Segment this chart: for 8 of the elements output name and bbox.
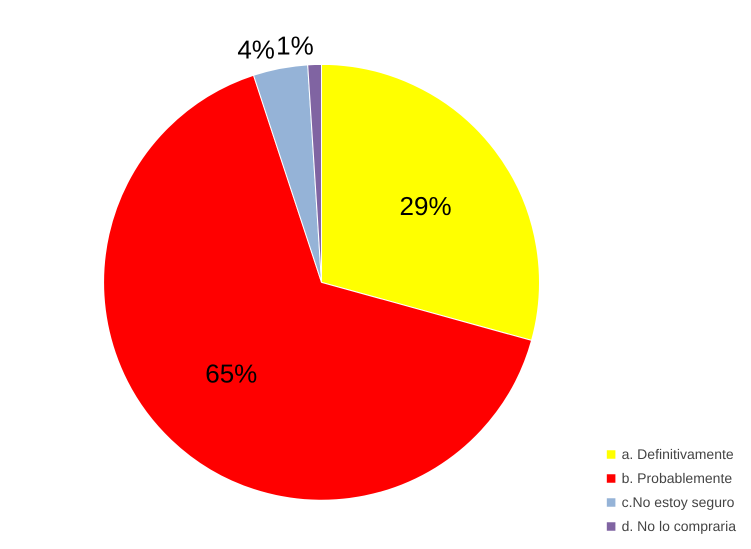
- legend-label: c.No estoy seguro: [622, 494, 734, 510]
- data-label: 4%: [237, 34, 275, 65]
- data-label: 65%: [205, 358, 258, 388]
- legend-label: a. Definitivamente: [622, 446, 734, 462]
- legend-label: b. Probablemente: [622, 470, 732, 486]
- data-label: 1%: [276, 30, 314, 60]
- data-label: 29%: [400, 191, 452, 222]
- legend-label: d. No lo compraria: [622, 518, 736, 534]
